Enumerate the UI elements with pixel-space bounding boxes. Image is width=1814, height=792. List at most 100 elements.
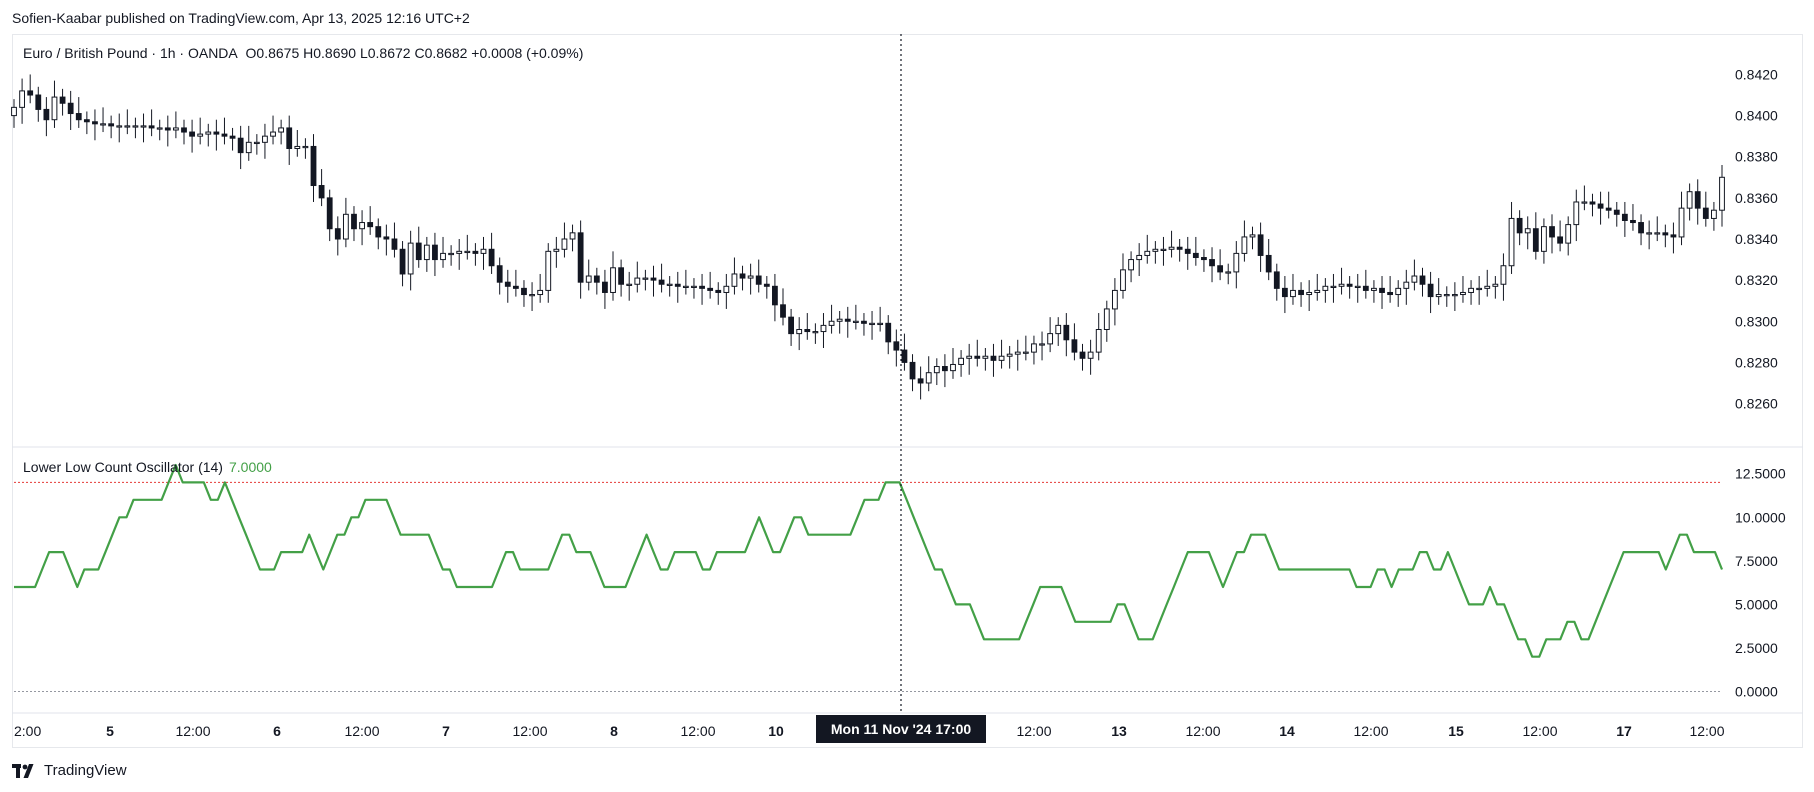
candle-body (763, 283, 770, 287)
candle (1565, 216, 1572, 256)
candle (1613, 201, 1620, 227)
candle (772, 273, 778, 322)
candle (1621, 201, 1628, 237)
candle (1719, 164, 1725, 227)
candle (245, 125, 252, 161)
candle-body (318, 185, 325, 199)
candle-body (1217, 265, 1224, 273)
candle (942, 354, 948, 388)
publication-header: Sofien-Kaabar published on TradingView.c… (12, 10, 470, 26)
time-tick-label: 12:00 (175, 723, 210, 739)
candle (804, 313, 811, 340)
candle (1484, 269, 1491, 297)
candle (1541, 218, 1547, 264)
candle-body (326, 197, 333, 230)
candle (618, 259, 625, 297)
candle-body (124, 125, 131, 128)
candle (521, 280, 527, 307)
candlestick-series (11, 74, 1725, 400)
candle (1443, 286, 1450, 307)
candle (108, 115, 115, 139)
candle (634, 261, 641, 293)
candle (1630, 204, 1636, 231)
candle-body (1103, 308, 1110, 331)
symbol-label[interactable]: Euro / British Pound · 1h · OANDA (23, 45, 238, 61)
candle-body (1395, 287, 1402, 296)
candle-body (917, 378, 924, 384)
candle (205, 123, 212, 147)
candle (1225, 263, 1232, 285)
time-tick-label: 17 (1616, 723, 1632, 739)
candle (456, 239, 463, 270)
oscillator-tick-label: 0.0000 (1735, 684, 1778, 700)
candle-body (1087, 351, 1094, 359)
candle-body (529, 294, 535, 297)
candle-body (1184, 248, 1191, 254)
tradingview-logo[interactable]: TradingView (12, 762, 127, 779)
candle-body (674, 283, 681, 287)
candle-body (100, 123, 106, 126)
candle (1265, 239, 1272, 281)
candle-body (990, 355, 997, 361)
candle-body (982, 355, 989, 359)
candle (1460, 276, 1466, 303)
oscillator-title[interactable]: Lower Low Count Oscillator (14) (23, 459, 223, 475)
candle-body (942, 366, 948, 372)
candle-body (1711, 209, 1717, 219)
candle (1662, 224, 1669, 248)
candle-body (585, 275, 592, 283)
candle (893, 329, 900, 367)
candle-body (164, 127, 171, 131)
time-tick-label: 13 (1111, 723, 1127, 739)
chart-frame (12, 34, 1803, 748)
candle (1273, 263, 1280, 301)
candle (1144, 234, 1151, 264)
candle-body (861, 320, 867, 324)
candle-body (1330, 285, 1337, 289)
candle (1136, 243, 1143, 277)
candle-body (1346, 283, 1353, 287)
candle-body (1686, 191, 1693, 209)
candle (1678, 191, 1685, 246)
candle (877, 306, 884, 332)
candle (383, 224, 390, 256)
candle (739, 265, 746, 291)
candle (181, 119, 187, 145)
candle (1411, 259, 1418, 291)
candle (488, 232, 495, 274)
candle-body (229, 135, 236, 139)
candle-body (521, 287, 527, 296)
time-tick-label: 12:00 (1016, 723, 1051, 739)
candle-body (569, 232, 576, 240)
candle (140, 113, 147, 143)
candle (11, 99, 17, 128)
price-tick-label: 0.8340 (1735, 231, 1778, 247)
candle (1201, 249, 1207, 272)
candle (642, 269, 649, 291)
candle-body (367, 222, 374, 228)
candle (472, 243, 479, 266)
tradingview-brand-text: TradingView (44, 762, 127, 779)
candle (1605, 191, 1612, 219)
candle (1403, 269, 1410, 305)
candle (375, 218, 382, 250)
candle-body (1006, 353, 1013, 357)
time-tick-label: 12:00 (344, 723, 379, 739)
candle (286, 115, 293, 165)
candle-body (504, 281, 511, 287)
price-tick-label: 0.8420 (1735, 66, 1778, 82)
candle-body (1379, 287, 1385, 293)
candle-body (545, 250, 552, 291)
candle-body (1524, 228, 1531, 234)
candle (1549, 214, 1555, 254)
candle-body (181, 127, 187, 133)
candle (861, 313, 867, 336)
candle (1217, 249, 1224, 281)
candle (1451, 282, 1458, 311)
candle-body (512, 285, 519, 289)
candle (51, 80, 58, 128)
candle-body (1468, 287, 1474, 293)
candle (326, 189, 333, 242)
time-axis: 2:00 5 12:00 6 12:00 7 12:00 8 12:00 10 12:00 13 12:… (14, 723, 1725, 739)
